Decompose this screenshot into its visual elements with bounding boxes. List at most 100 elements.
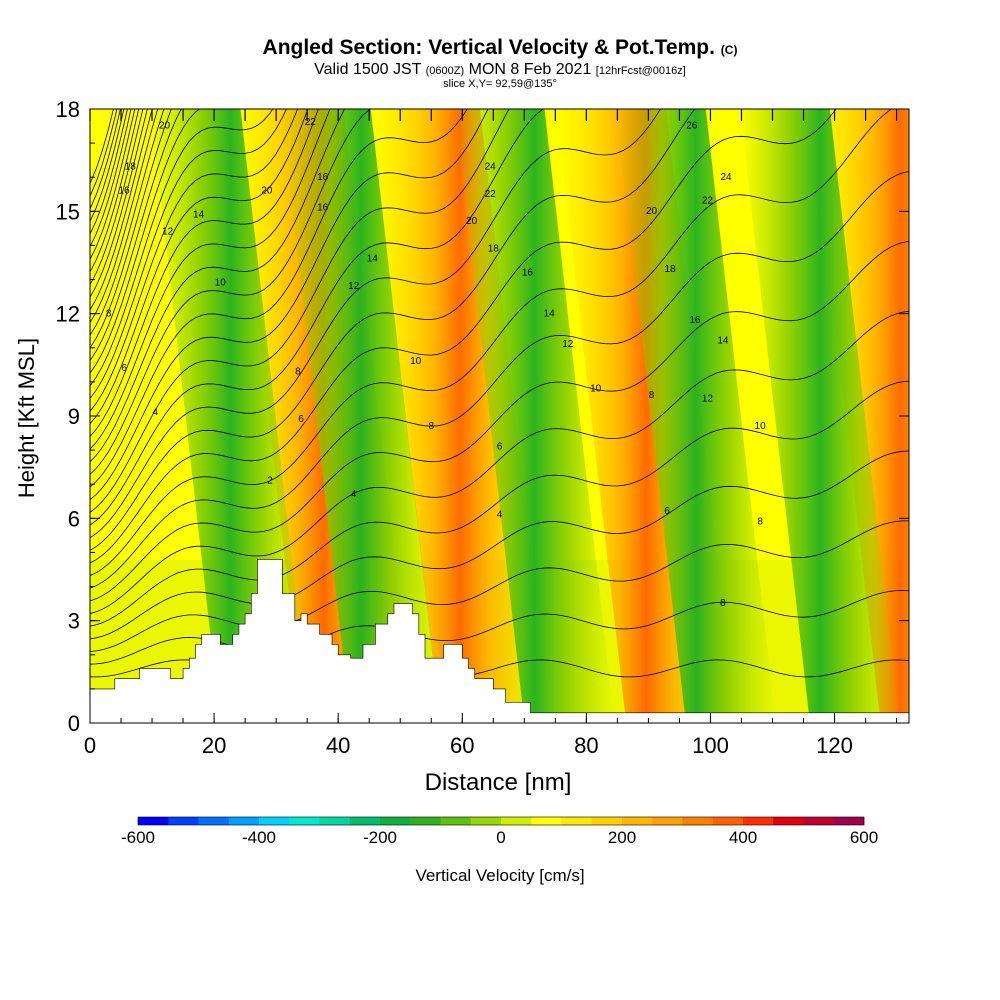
theta-label-26: 14 [544,308,556,319]
chart-title-text: Angled Section: Vertical Velocity & Pot.… [262,36,715,59]
colorbar-segment [622,817,653,825]
theta-contour-line [90,450,909,640]
colorbar-segment [228,817,260,825]
theta-contour-line [90,109,345,463]
theta-label-36: 22 [702,196,714,207]
theta-contour-line [90,109,893,576]
x-tick-label: 40 [326,733,350,758]
colorbar-segment [501,817,532,825]
theta-contour-line [90,109,662,539]
colorbar-segment [440,817,472,825]
theta-contour-line [90,109,468,488]
theta-label-38: 18 [665,264,677,275]
colorbar-segment [743,817,774,825]
x-tick-label: 80 [574,733,598,758]
theta-contour-line [90,310,909,614]
theta-label-8: 12 [162,226,174,237]
colorbar-tick-label: 400 [729,828,757,847]
theta-label-3: 16 [317,203,329,214]
theta-label-9: 10 [215,278,227,289]
theta-label-42: 10 [755,421,767,432]
y-axis: 0 3 6 9 12 15 18 [56,97,909,736]
theta-label-5: 18 [125,162,137,173]
theta-label-12: 4 [152,407,158,418]
theta-contour-line [90,109,544,526]
colorbar-segment [712,817,744,825]
theta-contour-line [90,380,909,627]
colorbar-tick-label: 600 [850,828,878,847]
theta-label-11: 6 [121,363,127,374]
x-tick-label: 0 [84,733,96,758]
theta-label-33: 22 [485,189,497,200]
theta-label-41: 12 [702,394,714,405]
colorbar-segment [410,817,441,825]
theta-contour-line [90,109,510,513]
colorbar-frame [137,816,865,826]
colorbar-segment [138,817,169,825]
colorbar-segment [591,817,623,825]
colorbar-tick-label: -400 [242,828,276,847]
theta-label-32: 24 [485,162,497,173]
y-tick-label: 12 [56,302,80,327]
downdraft-band-3 [615,109,776,723]
y-tick-label: 0 [68,711,80,736]
colorbar-segment [289,817,320,825]
theta-label-23: 20 [466,216,478,227]
theta-label-24: 18 [488,244,500,255]
colorbar-segment [803,817,835,825]
theta-label-39: 16 [689,315,701,326]
y-axis-title: Height [Kft MSL] [14,338,39,498]
downdraft-band-4 [739,109,900,723]
colorbar-segment [198,817,230,825]
colorbar-segment [380,817,411,825]
theta-contour-line [90,109,274,387]
theta-contour-line [90,241,909,602]
theta-label-22: 4 [497,510,503,521]
colorbar-label: Vertical Velocity [cm/s] [415,866,584,885]
theta-label-27: 12 [562,339,574,350]
theta-contour-line [90,171,909,589]
subtitle-forecast: [12hrFcst@0016z] [595,65,686,77]
theta-contours [90,109,909,678]
chart-title: Angled Section: Vertical Velocity & Pot.… [0,36,1000,60]
colorbar-segment [531,817,562,825]
theta-contour-line [90,109,837,564]
theta-contour-line [90,109,319,437]
theta-contour-line [90,109,696,551]
chart-subtitle: Valid 1500 JST (0600Z) MON 8 Feb 2021 [1… [0,61,1000,79]
theta-label-7: 14 [193,209,205,220]
theta-label-20: 8 [429,421,435,432]
colorbar-tick-label: 0 [496,828,505,847]
subtitle-utc: (0600Z) [425,65,465,77]
colorbar-tick-label: 200 [608,828,636,847]
theta-label-13: 2 [267,475,273,486]
theta-label-0: 22 [305,117,317,128]
x-axis-title: Distance [nm] [425,769,572,796]
theta-label-34: 26 [686,121,698,132]
y-tick-label: 15 [56,199,80,224]
chart-title-unit: (C) [720,43,738,57]
x-tick-label: 60 [450,733,474,758]
colorbar-segment [682,817,714,825]
terrain-outline [90,558,909,714]
colorbar: -600 -400 -200 0 200 400 600 [121,816,878,847]
downdraft-band-2 [454,109,615,723]
colorbar-tick-label: -600 [121,828,155,847]
colorbar-segment [168,817,199,825]
theta-label-2: 16 [317,172,329,183]
theta-label-10: 8 [106,308,112,319]
theta-label-18: 14 [367,254,379,265]
updraft-band-1 [370,109,551,723]
theta-label-43: 8 [757,516,763,527]
theta-label-30: 6 [664,506,670,517]
theta-label-14: 8 [295,366,301,377]
colorbar-segment [319,817,351,825]
theta-contour-line [90,109,309,425]
theta-label-16: 4 [351,489,357,500]
theta-label-21: 6 [497,441,503,452]
colorbar-segment [259,817,290,825]
theta-label-31: 8 [720,598,726,609]
theta-contour-line [90,109,372,475]
theta-label-29: 8 [649,390,655,401]
